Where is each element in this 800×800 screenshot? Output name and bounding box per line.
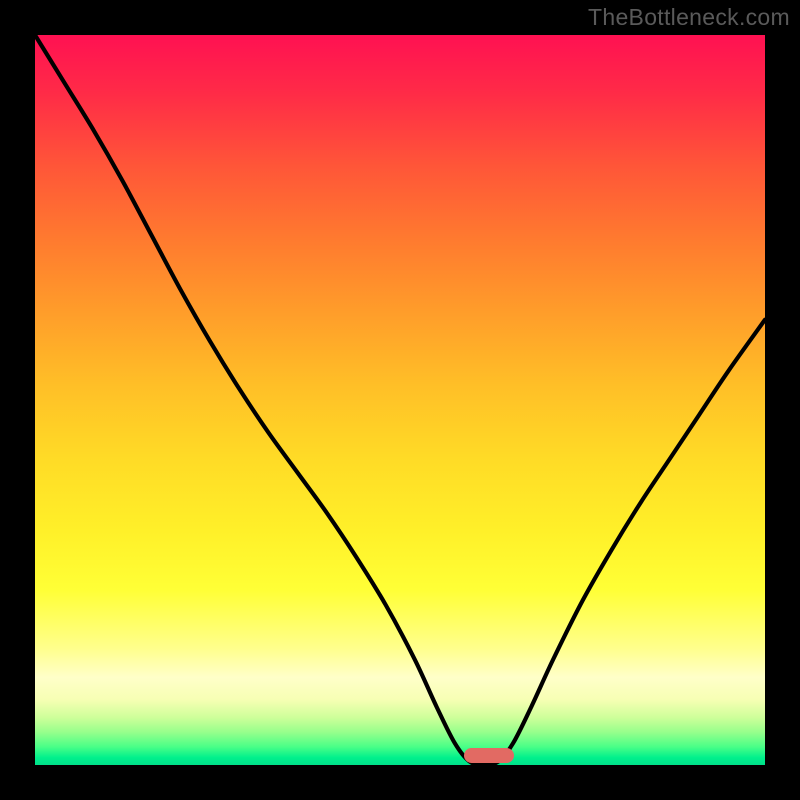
bottleneck-chart: TheBottleneck.com (0, 0, 800, 800)
watermark-text: TheBottleneck.com (588, 4, 790, 31)
bottleneck-curve (35, 35, 765, 765)
optimal-range-marker (464, 748, 514, 763)
plot-area (31, 31, 769, 769)
